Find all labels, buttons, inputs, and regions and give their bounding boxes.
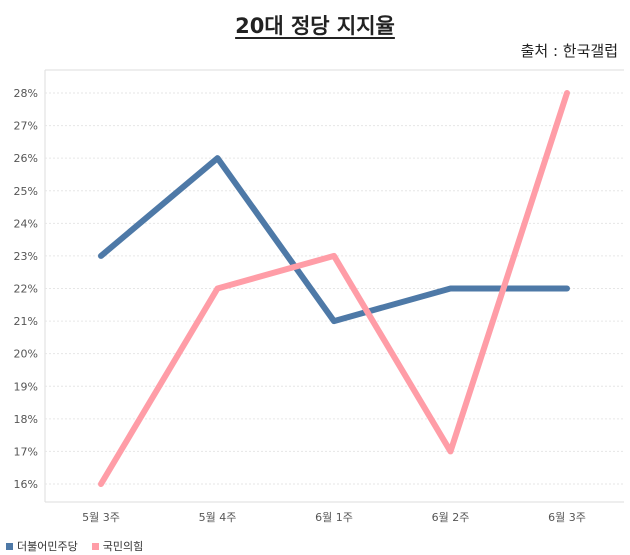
series-line-1 [98,155,570,325]
x-tick-label: 5월 3주 [82,511,120,524]
y-tick-label: 28% [14,87,38,100]
source-label: 출처 : 한국갤럽 [520,42,618,60]
x-tick-label: 6월 1주 [315,511,353,524]
x-tick-label: 6월 2주 [432,511,470,524]
y-tick-label: 25% [14,185,38,198]
y-tick-label: 24% [14,217,38,230]
x-tick-label: 5월 4주 [199,511,237,524]
y-tick-label: 22% [14,283,38,296]
chart-title: 20대 정당 지지율 [0,10,630,40]
y-tick-label: 26% [14,152,38,165]
legend-label-series-1: 더불어민주당 [17,540,78,553]
y-tick-label: 19% [14,380,38,393]
y-tick-label: 20% [14,348,38,361]
legend: 더불어민주당 국민의힘 [6,538,143,554]
y-tick-label: 21% [14,315,38,328]
chart-title-text: 20대 정당 지지율 [235,14,395,38]
y-tick-label: 23% [14,250,38,263]
y-tick-label: 18% [14,413,38,426]
legend-swatch-series-2 [91,542,99,550]
legend-item-series-1: 더불어민주당 [6,538,78,554]
legend-swatch-series-1 [6,542,13,550]
y-tick-label: 27% [14,120,38,133]
series-line-2 [98,90,570,487]
y-tick-label: 17% [14,445,38,458]
y-tick-label: 16% [14,478,38,491]
x-tick-label: 6월 3주 [548,511,586,524]
legend-label-series-2: 국민의힘 [102,540,144,553]
legend-item-series-2: 국민의힘 [91,538,144,554]
